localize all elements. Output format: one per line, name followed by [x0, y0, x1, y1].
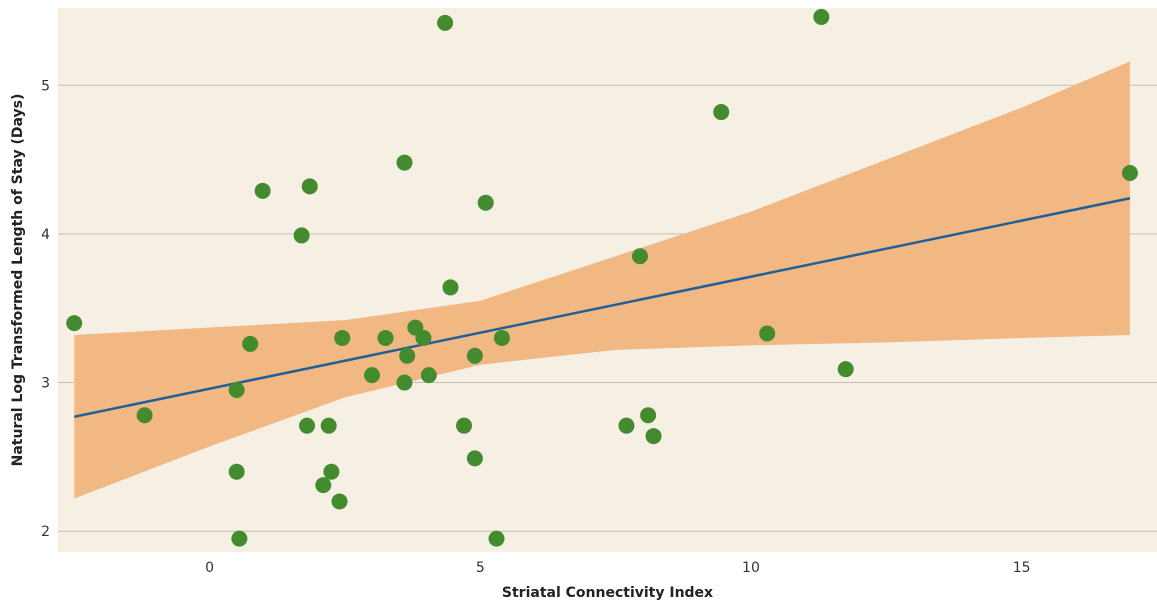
data-point	[420, 367, 437, 384]
data-point	[456, 417, 473, 434]
data-point	[713, 104, 730, 121]
data-point	[813, 8, 830, 25]
data-point	[228, 381, 245, 398]
data-point	[254, 182, 271, 199]
data-point	[136, 407, 153, 424]
y-axis-title: Natural Log Transformed Length of Stay (…	[10, 94, 26, 467]
y-tick-label: 5	[41, 78, 50, 94]
data-point	[396, 374, 413, 391]
data-point	[759, 325, 776, 342]
data-point	[323, 463, 340, 480]
data-point	[364, 367, 380, 384]
x-axis-title: Striatal Connectivity Index	[502, 585, 713, 601]
data-point	[640, 407, 657, 424]
data-point	[228, 463, 245, 480]
data-point	[293, 227, 310, 244]
confidence-band	[74, 61, 1130, 499]
data-point	[377, 329, 394, 346]
data-point	[631, 248, 648, 265]
regression-line	[73, 197, 1131, 418]
data-point	[437, 14, 454, 31]
data-point	[493, 329, 510, 346]
data-point	[466, 450, 483, 467]
data-point	[301, 178, 318, 195]
x-tick-label: 0	[205, 560, 214, 576]
data-point	[466, 347, 483, 364]
data-point	[299, 417, 316, 434]
x-tick-label: 15	[1013, 560, 1031, 576]
data-point	[477, 194, 494, 211]
x-tick-label: 10	[742, 560, 760, 576]
data-point	[231, 530, 248, 547]
data-point	[66, 315, 83, 332]
y-tick-label: 2	[41, 524, 50, 540]
data-point	[618, 417, 635, 434]
data-point	[315, 477, 332, 494]
fit-line	[73, 197, 1131, 418]
x-axis-ticks: 0 5 10 15	[205, 560, 1030, 576]
data-point	[837, 361, 854, 378]
data-point	[320, 417, 337, 434]
data-point	[331, 493, 348, 510]
y-tick-label: 4	[41, 227, 50, 243]
data-point	[442, 279, 459, 296]
data-point	[399, 347, 416, 364]
data-point	[242, 335, 259, 352]
x-tick-label: 5	[476, 560, 485, 576]
data-points	[66, 8, 1138, 547]
data-point	[1121, 164, 1138, 181]
data-point	[334, 329, 351, 346]
data-point	[415, 329, 432, 346]
data-point	[488, 530, 505, 547]
y-tick-label: 3	[41, 376, 50, 392]
y-axis-ticks: 2 3 4 5	[41, 78, 50, 540]
data-point	[396, 154, 413, 171]
data-point	[645, 428, 662, 445]
confidence-band-area	[74, 61, 1130, 499]
